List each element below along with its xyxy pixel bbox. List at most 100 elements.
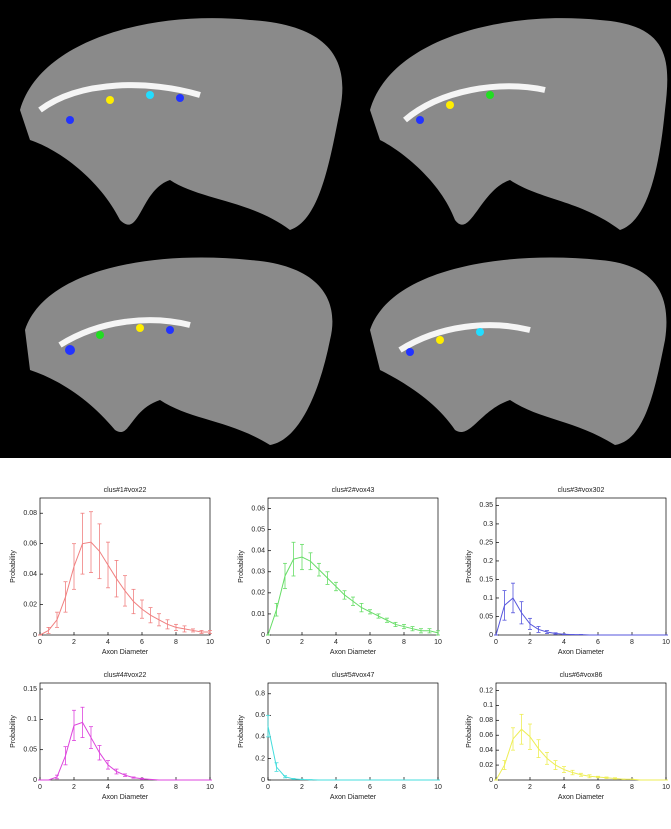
brain-slice	[25, 257, 333, 445]
x-tick-label: 6	[140, 639, 144, 646]
plot-frame	[495, 682, 667, 781]
plot-frame	[267, 497, 439, 636]
x-tick-label: 8	[402, 639, 406, 646]
x-tick-label: 10	[206, 639, 214, 646]
x-axis-label: Axon Diameter	[558, 649, 605, 656]
x-tick-label: 0	[266, 784, 270, 791]
x-axis-label: Axon Diameter	[330, 649, 377, 656]
y-tick-label: 0.05	[23, 747, 37, 754]
brain-slice	[370, 257, 667, 445]
y-axis-label: Probability	[10, 715, 17, 748]
mean-line	[40, 721, 210, 781]
y-tick-label: 0.01	[251, 611, 265, 618]
y-tick-label: 0.05	[479, 613, 493, 620]
x-tick-label: 4	[106, 784, 110, 791]
y-tick-label: 0	[33, 777, 37, 784]
chart-title: clus#1#vox22	[104, 487, 147, 494]
y-tick-label: 0.2	[255, 755, 265, 762]
brain-images	[0, 0, 671, 458]
x-tick-label: 10	[434, 639, 442, 646]
x-axis-label: Axon Diameter	[330, 794, 377, 801]
x-tick-label: 8	[402, 784, 406, 791]
y-axis-label: Probability	[466, 550, 473, 583]
x-tick-label: 6	[140, 784, 144, 791]
y-tick-label: 0	[489, 632, 493, 639]
x-tick-label: 2	[72, 639, 76, 646]
x-tick-label: 4	[334, 784, 338, 791]
x-tick-label: 4	[334, 639, 338, 646]
chart-title: clus#3#vox302	[558, 487, 605, 494]
charts-panel: clus#1#vox22 Axon Diameter Probability 0 2 4 6…	[10, 487, 670, 801]
x-tick-label: 0	[494, 639, 498, 646]
chart-title: clus#4#vox22	[104, 672, 147, 679]
y-tick-label: 0	[489, 777, 493, 784]
x-axis-label: Axon Diameter	[102, 794, 149, 801]
mean-line	[267, 726, 438, 781]
x-tick-label: 8	[174, 639, 178, 646]
x-tick-label: 0	[266, 639, 270, 646]
x-tick-label: 6	[596, 784, 600, 791]
y-tick-label: 0.35	[479, 502, 493, 509]
x-tick-label: 4	[562, 784, 566, 791]
y-tick-label: 0.15	[23, 686, 37, 693]
brain-slice	[370, 18, 668, 230]
y-tick-label: 0.1	[483, 702, 493, 709]
x-tick-label: 10	[662, 784, 670, 791]
y-axis-label: Probability	[466, 715, 473, 748]
y-tick-label: 0.06	[251, 505, 265, 512]
x-tick-label: 2	[72, 784, 76, 791]
x-tick-label: 10	[434, 784, 442, 791]
plot-frame	[39, 497, 211, 636]
x-tick-label: 2	[300, 784, 304, 791]
y-tick-label: 0.08	[23, 510, 37, 517]
y-tick-label: 0.06	[23, 541, 37, 548]
y-tick-label: 0.04	[23, 571, 37, 578]
y-tick-label: 0.12	[479, 687, 493, 694]
y-tick-label: 0.02	[23, 601, 37, 608]
x-tick-label: 2	[528, 784, 532, 791]
y-axis-label: Probability	[238, 550, 245, 583]
x-tick-label: 0	[38, 784, 42, 791]
y-tick-label: 0.1	[483, 595, 493, 602]
y-tick-label: 0.3	[483, 521, 493, 528]
brain-slice	[20, 18, 343, 230]
chart-title: clus#5#vox47	[332, 672, 375, 679]
y-tick-label: 0.03	[251, 569, 265, 576]
y-axis-label: Probability	[238, 715, 245, 748]
x-tick-label: 4	[562, 639, 566, 646]
y-tick-label: 0.02	[251, 590, 265, 597]
x-tick-label: 0	[38, 639, 42, 646]
plot-frame	[267, 682, 439, 781]
x-axis-label: Axon Diameter	[102, 649, 149, 656]
y-tick-label: 0.05	[251, 526, 265, 533]
x-tick-label: 10	[662, 639, 670, 646]
y-tick-label: 0.25	[479, 539, 493, 546]
x-tick-label: 10	[206, 784, 214, 791]
y-tick-label: 0.04	[251, 548, 265, 555]
x-tick-label: 6	[596, 639, 600, 646]
mean-line	[39, 541, 210, 636]
x-tick-label: 4	[106, 639, 110, 646]
y-tick-label: 0.15	[479, 576, 493, 583]
y-tick-label: 0.8	[255, 691, 265, 698]
y-tick-label: 0.06	[479, 732, 493, 739]
y-tick-label: 0	[261, 632, 265, 639]
mean-line	[495, 728, 666, 781]
x-tick-label: 8	[630, 639, 634, 646]
y-tick-label: 0	[33, 632, 37, 639]
x-tick-label: 2	[300, 639, 304, 646]
plot-frame	[39, 682, 211, 781]
y-tick-label: 0.2	[483, 558, 493, 565]
x-tick-label: 6	[368, 639, 372, 646]
y-tick-label: 0.6	[255, 712, 265, 719]
y-tick-label: 0.04	[479, 747, 493, 754]
y-axis-label: Probability	[10, 550, 17, 583]
x-tick-label: 8	[630, 784, 634, 791]
chart-title: clus#2#vox43	[332, 487, 375, 494]
x-tick-label: 2	[528, 639, 532, 646]
y-tick-label: 0.1	[27, 716, 37, 723]
mean-line	[267, 556, 439, 636]
y-tick-label: 0.02	[479, 762, 493, 769]
x-tick-label: 0	[494, 784, 498, 791]
mean-line	[495, 597, 666, 636]
